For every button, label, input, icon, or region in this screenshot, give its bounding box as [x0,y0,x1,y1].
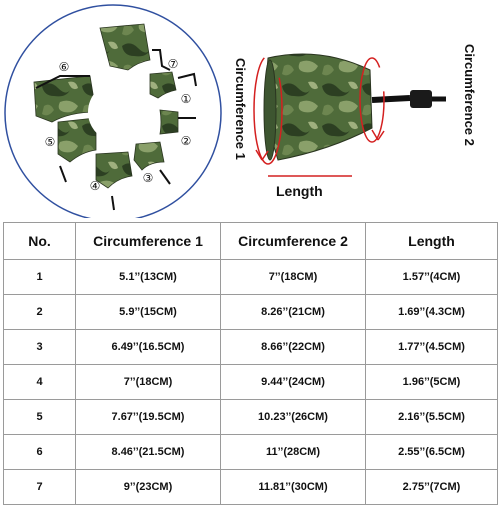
piece-1 [149,71,197,99]
table-row: 1 5.1’’(13CM) 7’’(18CM) 1.57’’(4CM) [3,259,498,295]
cell-length: 1.96’’(5CM) [365,364,498,400]
piece-label-3: ③ [143,171,154,185]
cell-no: 7 [3,469,76,505]
piece-label-7: ⑦ [168,57,179,71]
cell-circumference1: 5.9’’(15CM) [75,294,221,330]
cell-no: 4 [3,364,76,400]
header-no: No. [3,222,76,260]
piece-label-2: ② [181,134,192,148]
cell-no: 6 [3,434,76,470]
cell-no: 3 [3,329,76,365]
piece-5 [57,117,97,183]
cell-length: 2.16’’(5.5CM) [365,399,498,435]
size-ring: ⑦ ① ② ③ ④ ⑤ ⑥ [4,4,222,218]
cell-circumference2: 10.23’’(26CM) [220,399,366,435]
circumference1-label: Circumference 1 [233,58,248,160]
length-label: Length [276,183,323,199]
header-length: Length [365,222,498,260]
cell-circumference2: 9.44’’(24CM) [220,364,366,400]
cell-circumference2: 7’’(18CM) [220,259,366,295]
circumference2-label: Circumference 2 [462,44,477,146]
ring-center [88,82,148,142]
table-row: 2 5.9’’(15CM) 8.26’’(21CM) 1.69’’(4.3CM) [3,294,498,330]
table-row: 3 6.49’’(16.5CM) 8.66’’(22CM) 1.77’’(4.5… [3,329,498,365]
cell-length: 2.55’’(6.5CM) [365,434,498,470]
cell-circumference1: 6.49’’(16.5CM) [75,329,221,365]
cell-no: 2 [3,294,76,330]
table-row: 4 7’’(18CM) 9.44’’(24CM) 1.96’’(5CM) [3,364,498,400]
muzzle-strap [371,95,411,103]
cell-circumference1: 5.1’’(13CM) [75,259,221,295]
circumference1-arrow [253,55,283,165]
measurement-marks [253,55,385,177]
cell-circumference2: 11.81’’(30CM) [220,469,366,505]
cell-circumference2: 11’’(28CM) [220,434,366,470]
cell-circumference1: 7’’(18CM) [75,364,221,400]
piece-7 [99,23,171,71]
muzzle-opening [263,59,277,161]
table-header-row: No. Circumference 1 Circumference 2 Leng… [3,222,498,260]
cell-circumference1: 9’’(23CM) [75,469,221,505]
circumference2-arrow [359,57,385,143]
cell-circumference1: 8.46’’(21.5CM) [75,434,221,470]
table-row: 6 8.46’’(21.5CM) 11’’(28CM) 2.55’’(6.5CM… [3,434,498,470]
strap-buckle [410,90,432,108]
size-chart-table: No. Circumference 1 Circumference 2 Leng… [3,222,498,505]
piece-4 [95,151,133,211]
piece-label-1: ① [181,92,192,106]
cell-circumference2: 8.66’’(22CM) [220,329,366,365]
table-row: 5 7.67’’(19.5CM) 10.23’’(26CM) 2.16’’(5.… [3,399,498,435]
header-circumference2: Circumference 2 [220,222,366,260]
product-diagram: ⑦ ① ② ③ ④ ⑤ ⑥ Circumference 1 Circumfere… [4,4,477,218]
table-row: 7 9’’(23CM) 11.81’’(30CM) 2.75’’(7CM) [3,469,498,505]
muzzle-illustration [263,53,446,161]
cell-circumference2: 8.26’’(21CM) [220,294,366,330]
cell-length: 1.77’’(4.5CM) [365,329,498,365]
cell-length: 1.69’’(4.3CM) [365,294,498,330]
piece-2 [159,109,196,135]
cell-no: 1 [3,259,76,295]
piece-label-5: ⑤ [45,135,56,149]
cell-length: 1.57’’(4CM) [365,259,498,295]
piece-3 [133,141,171,185]
header-circumference1: Circumference 1 [75,222,221,260]
piece-6 [33,75,97,123]
cell-length: 2.75’’(7CM) [365,469,498,505]
cell-no: 5 [3,399,76,435]
cell-circumference1: 7.67’’(19.5CM) [75,399,221,435]
piece-label-6: ⑥ [59,60,70,74]
piece-label-4: ④ [90,179,101,193]
